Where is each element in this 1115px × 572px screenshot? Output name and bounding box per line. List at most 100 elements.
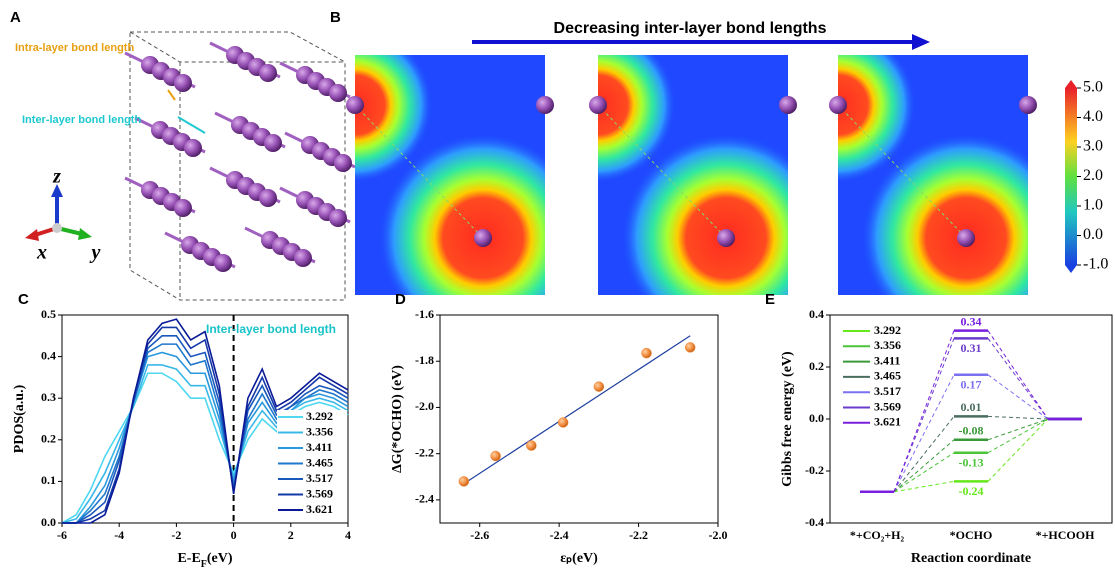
annotation: Inter-layer bond length [22,114,141,126]
x-axis-label: Reaction coordinate [911,551,1031,566]
y-tick-label: 0.5 [41,307,56,321]
colorbar-ticks: 5.0 4.0 3.0 2.0 1.0 0.0 -1.0 [1077,79,1108,273]
atom [334,154,352,172]
legend-label: 3.465 [306,455,333,469]
connector [893,480,955,493]
connector [893,439,955,493]
colorbar-tick-label: 1.0 [1083,197,1103,214]
axis-name: z [52,166,61,188]
x-tick-label: 0 [231,528,237,542]
y-axis-label: PDOS(a.u.) [12,384,27,453]
density-hotspot [598,55,676,183]
annotation: Intra-layer bond length [15,42,134,54]
x-tick-label: -2 [171,528,181,542]
density-hotspot [838,55,916,183]
x-tick-label: 2 [288,528,294,542]
panel-label: A [10,9,21,26]
panel-label: B [330,9,341,26]
legend-label: 3.292 [874,323,901,337]
colorbar [1065,88,1077,265]
panel-label: E [765,291,775,308]
legend-label: 3.621 [874,415,901,429]
y-tick-label: 0.3 [41,390,56,404]
label-part: E-E [177,551,200,566]
y-tick-label: -2.4 [415,492,434,506]
colorbar-tick-label: 2.0 [1083,167,1103,184]
atom [259,64,277,82]
panel-label: C [18,291,29,308]
axis-name: x [36,242,47,264]
y-tick-label: 0.1 [41,473,56,487]
colorbar-cap [1065,265,1077,273]
atom [1019,96,1037,114]
atoms [124,41,356,272]
legend-label: 3.292 [306,409,333,423]
atom [829,96,847,114]
x-axis-label: E-EF(eV) [177,551,232,570]
y-tick-label: -2.0 [415,399,434,413]
connector [893,330,955,492]
density-maps [346,55,1037,295]
bond-path [837,104,967,239]
y-tick-label: -1.6 [415,307,434,321]
connector [987,330,1049,420]
pdos-line [62,335,349,524]
value-label: -0.24 [959,484,984,498]
density-map [355,55,545,295]
atom [294,249,312,267]
atom [329,84,347,102]
x-tick-label: -2.6 [470,528,489,542]
atom [536,96,554,114]
x-axis-label: εₚ(eV) [560,551,598,566]
connector [987,374,1049,420]
y-tick-label: 0.2 [809,359,824,373]
y-tick-label: -0.4 [805,515,824,529]
legend-label: 3.517 [874,384,901,398]
density-map [838,55,1028,295]
legend-label: 3.621 [306,502,333,516]
value-label: 0.31 [961,341,982,355]
panel-title: Decreasing inter-layer bond lengths [554,20,827,37]
y-tick-label: 0.4 [809,307,824,321]
value-label: 0.01 [961,400,982,414]
trend-arrow [912,34,930,50]
x-tick-label: -2.4 [550,528,569,542]
value-label: -0.13 [959,456,984,470]
atom [474,229,492,247]
value-label: 0.17 [961,378,982,392]
atom [214,254,232,272]
point [593,381,605,392]
density-hotspot [861,133,1028,295]
colorbar-tick-label: 4.0 [1083,108,1103,125]
legend-label: 3.465 [874,369,901,383]
axis-arrow [25,229,39,241]
colorbar-tick-label: 0.0 [1083,226,1103,243]
chart: 0.0 0.1 0.2 0.3 0.4 0.5 -6 -4 -2 0 2 4 PDOS(a.u.) E-E… [12,307,351,570]
legend-label: 3.569 [306,486,333,500]
connector [987,418,1049,482]
point [526,440,537,451]
chart: -0.4 -0.2 0.0 0.2 0.4 Gibbs free energy (eV) R… [780,307,1113,566]
legend-background [277,410,347,522]
x-tick-label: 4 [345,528,351,542]
connector [893,374,955,493]
plot-frame [439,314,719,524]
panel-b: B Decreasing inter-layer bond lengths 5.… [330,9,1108,295]
connector [987,418,1049,454]
atom [184,139,202,157]
legend-label: 3.356 [306,424,333,438]
pdos-line [62,326,349,524]
x-tick-label: *OCHO [950,528,993,542]
y-tick-label: 0.4 [41,348,56,362]
point [557,417,569,428]
legend-label: 3.411 [874,353,900,367]
bond-marker [167,89,176,101]
bond-path [354,104,484,239]
atom [329,209,347,227]
axis-arrow [78,228,92,240]
x-tick-label: -6 [57,528,67,542]
point [641,347,652,359]
axis-arrow [51,184,63,197]
y-tick-label: 0.2 [41,432,56,446]
y-axis-label: Gibbs free energy (eV) [780,351,795,487]
